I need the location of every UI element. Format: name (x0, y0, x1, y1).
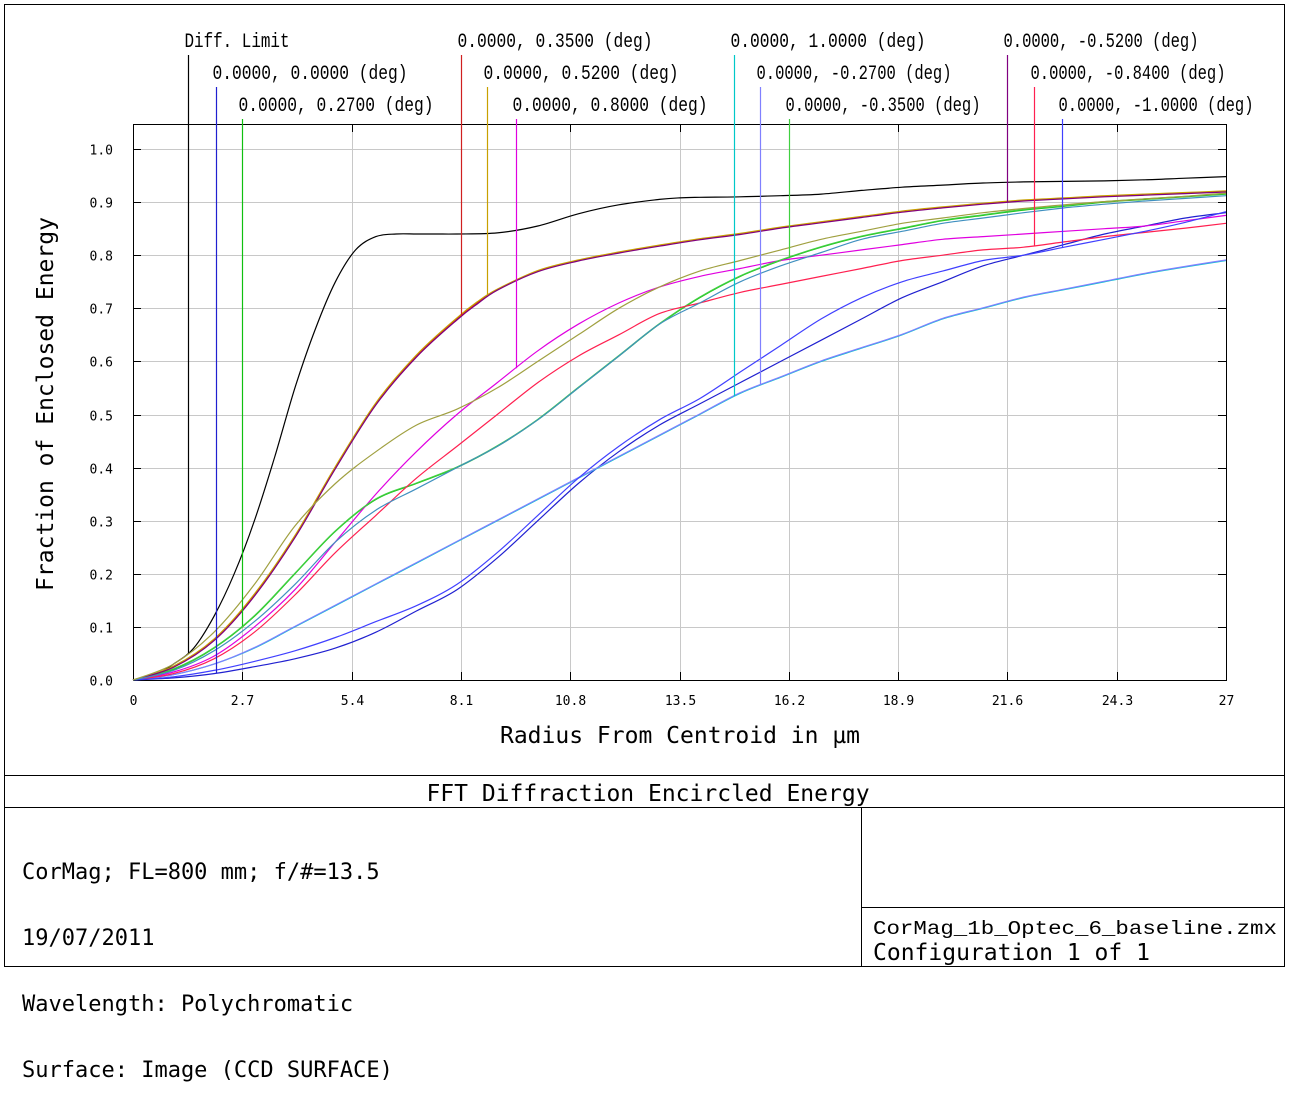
legend-label-7: 0.0000, -0.2700 (deg) (757, 63, 952, 86)
x-tick-label: 10.8 (555, 694, 586, 709)
series-markers (187, 55, 1064, 674)
grid (133, 124, 1226, 680)
series-line-5 (132, 214, 1227, 681)
series-line-12 (132, 195, 1227, 681)
y-tick-label: 1.0 (90, 144, 113, 159)
series-lines (132, 176, 1227, 681)
x-tick-label: 13.5 (665, 694, 696, 709)
legend-label-9: 0.0000, -0.5200 (deg) (1004, 31, 1199, 54)
y-tick-label: 0.0 (90, 675, 113, 690)
axis-ticks: 0 2.7 5.4 8.1 10.8 13.5 16.2 18.9 21.6 24.3 27 0.0 0… (90, 124, 1235, 709)
plot-border (133, 124, 1227, 681)
legend-label-6: 0.0000, 1.0000 (deg) (731, 31, 926, 54)
info-line-system: CorMag; FL=800 mm; f/#=13.5 (22, 860, 380, 885)
legend-label-4: 0.0000, 0.5200 (deg) (484, 63, 679, 86)
plot-area: 0 2.7 5.4 8.1 10.8 13.5 16.2 18.9 21.6 24.3 270.00… (90, 31, 1254, 709)
chart-title: FFT Diffraction Encircled Energy (426, 781, 869, 807)
y-tick-label: 0.8 (90, 250, 113, 265)
x-tick-label: 8.1 (450, 694, 473, 709)
y-tick-label: 0.9 (90, 197, 113, 212)
series-line-10 (132, 222, 1227, 681)
y-tick-label: 0.6 (90, 356, 113, 371)
x-tick-label: 27 (1219, 694, 1235, 709)
y-tick-label: 0.5 (90, 410, 113, 425)
configuration-label: Configuration 1 of 1 (873, 940, 1150, 966)
chart-frame: 0 2.7 5.4 8.1 10.8 13.5 16.2 18.9 21.6 24.3 270.00… (4, 4, 1285, 967)
legend-label-0: Diff. Limit (185, 31, 290, 54)
series-line-1 (132, 212, 1227, 681)
info-line-surface: Surface: Image (CCD SURFACE) (22, 1058, 393, 1083)
series-line-0 (132, 176, 1227, 681)
info-line-date: 19/07/2011 (22, 926, 155, 951)
x-axis-label: Radius From Centroid in µm (500, 723, 860, 749)
legend-label-5: 0.0000, 0.8000 (deg) (513, 95, 708, 118)
legend-label-8: 0.0000, -0.3500 (deg) (786, 95, 981, 118)
file-name: CorMag_1b_Optec_6_baseline.zmx (873, 918, 1277, 940)
series-line-6 (132, 259, 1227, 681)
legend-label-11: 0.0000, -1.0000 (deg) (1059, 95, 1254, 118)
info-line-wavelength: Wavelength: Polychromatic (22, 992, 354, 1017)
series-line-8 (132, 193, 1227, 681)
series-line-2 (132, 193, 1227, 681)
x-tick-label: 18.9 (883, 694, 914, 709)
x-tick-label: 24.3 (1102, 694, 1133, 709)
series-line-11 (132, 211, 1227, 681)
series-line-3 (132, 190, 1227, 681)
legend: Diff. Limit 0.0000, 0.0000 (deg) 0.0000, 0… (185, 31, 1254, 118)
y-tick-label: 0.2 (90, 569, 113, 584)
x-tick-label: 5.4 (341, 694, 365, 709)
y-tick-label: 0.1 (90, 622, 113, 637)
series-line-9 (132, 191, 1227, 681)
legend-label-10: 0.0000, -0.8400 (deg) (1031, 63, 1226, 86)
y-tick-label: 0.7 (90, 303, 113, 318)
series-line-4 (132, 190, 1227, 681)
legend-label-2: 0.0000, 0.2700 (deg) (239, 95, 434, 118)
x-tick-label: 0 (130, 694, 138, 709)
y-axis-label: Fraction of Enclosed Energy (33, 217, 59, 591)
series-line-13 (132, 192, 1227, 681)
legend-label-3: 0.0000, 0.3500 (deg) (458, 31, 653, 54)
y-tick-label: 0.3 (90, 516, 113, 531)
x-tick-label: 21.6 (992, 694, 1023, 709)
series-line-7 (132, 259, 1227, 681)
y-tick-label: 0.4 (90, 463, 114, 478)
x-tick-label: 2.7 (231, 694, 254, 709)
legend-label-1: 0.0000, 0.0000 (deg) (213, 63, 408, 86)
info-panel: CorMag; FL=800 mm; f/#=13.5 19/07/2011 W… (22, 818, 393, 1104)
x-tick-label: 16.2 (774, 694, 805, 709)
